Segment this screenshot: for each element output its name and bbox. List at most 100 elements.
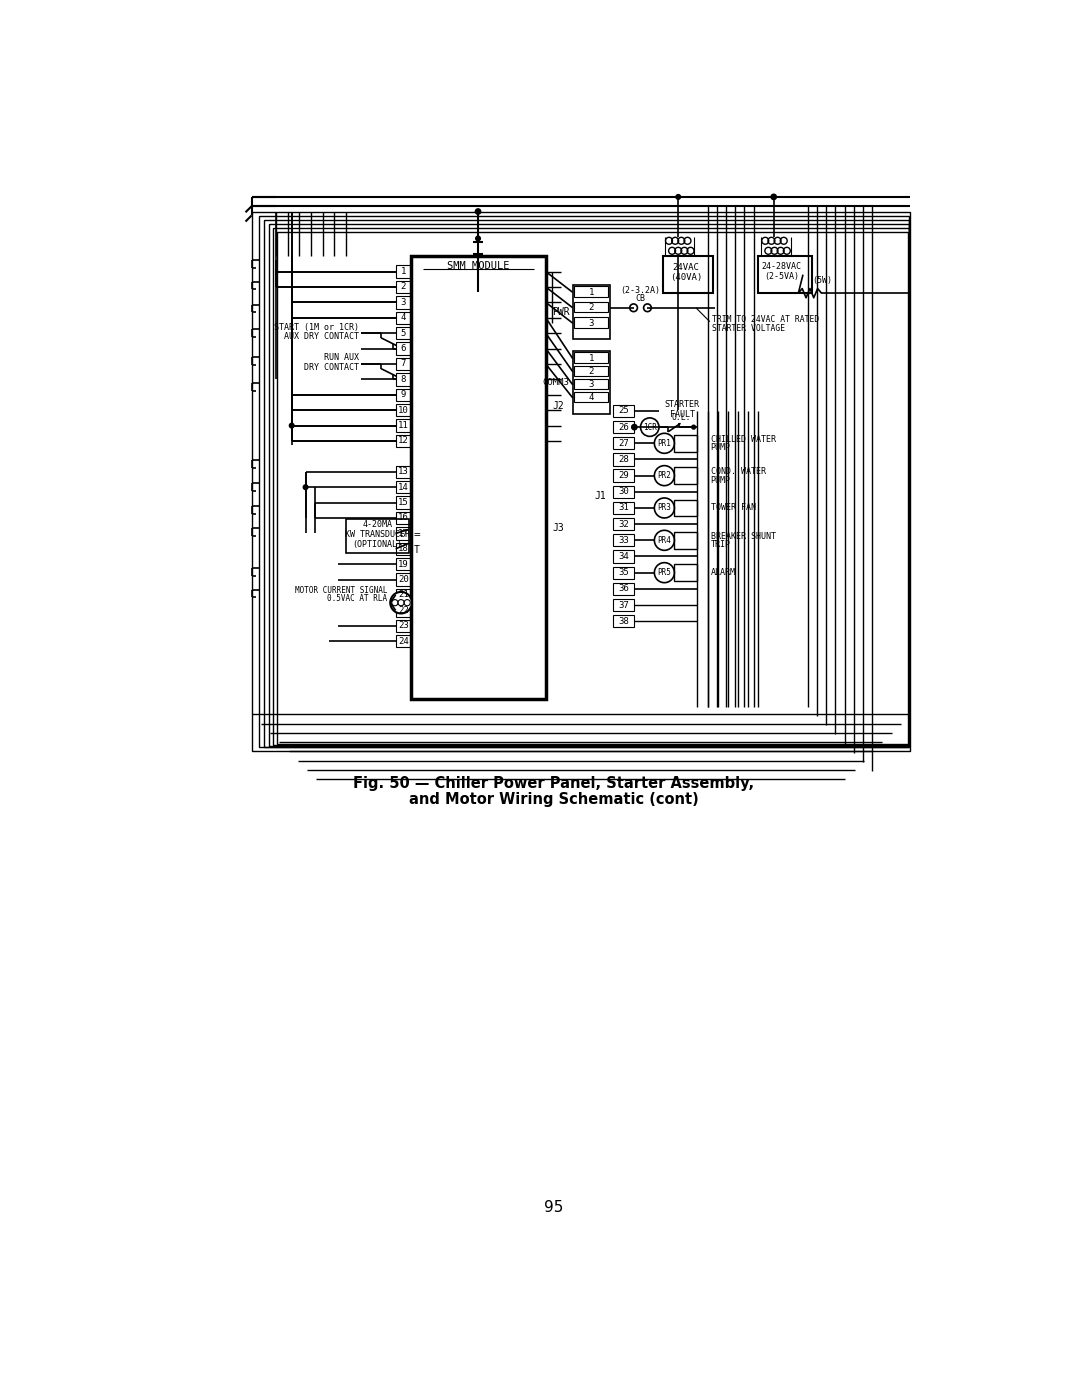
Text: COND. WATER: COND. WATER bbox=[711, 467, 766, 476]
Circle shape bbox=[654, 465, 674, 486]
Text: STARTER VOLTAGE: STARTER VOLTAGE bbox=[712, 324, 785, 332]
Bar bbox=[395, 265, 411, 278]
Text: and Motor Wiring Schematic (cont): and Motor Wiring Schematic (cont) bbox=[408, 792, 699, 806]
Bar bbox=[395, 296, 411, 309]
Text: 36: 36 bbox=[618, 584, 629, 594]
Bar bbox=[395, 588, 411, 601]
Bar bbox=[264, 219, 909, 746]
Bar bbox=[572, 285, 610, 338]
Bar bbox=[575, 286, 608, 298]
Circle shape bbox=[390, 592, 411, 613]
Text: J2: J2 bbox=[552, 401, 564, 411]
Bar bbox=[663, 256, 713, 293]
Text: CB: CB bbox=[635, 293, 646, 303]
Bar bbox=[572, 351, 610, 414]
Text: 31: 31 bbox=[618, 503, 629, 513]
Circle shape bbox=[654, 563, 674, 583]
Bar bbox=[612, 486, 634, 497]
Bar bbox=[674, 564, 698, 581]
Text: RUN AUX: RUN AUX bbox=[324, 353, 360, 362]
Bar bbox=[612, 420, 634, 433]
Text: J1: J1 bbox=[595, 492, 607, 502]
Text: 12: 12 bbox=[397, 436, 408, 446]
Text: O.L.: O.L. bbox=[672, 414, 691, 422]
Bar bbox=[395, 312, 411, 324]
Bar bbox=[395, 605, 411, 616]
Text: 20: 20 bbox=[397, 576, 408, 584]
Text: DRY CONTACT: DRY CONTACT bbox=[305, 363, 360, 372]
Text: PR3: PR3 bbox=[658, 503, 672, 513]
Text: 1: 1 bbox=[401, 267, 406, 277]
Text: J3: J3 bbox=[552, 522, 564, 534]
Bar bbox=[278, 232, 908, 745]
Text: 34: 34 bbox=[618, 552, 629, 562]
Bar bbox=[395, 481, 411, 493]
Circle shape bbox=[654, 497, 674, 518]
Text: SMM MODULE: SMM MODULE bbox=[447, 261, 510, 271]
Bar bbox=[395, 327, 411, 339]
Text: 1CR: 1CR bbox=[643, 423, 657, 432]
Text: 29: 29 bbox=[618, 471, 629, 481]
Text: 4: 4 bbox=[401, 313, 406, 323]
Text: 35: 35 bbox=[618, 569, 629, 577]
Circle shape bbox=[475, 208, 481, 214]
Text: 38: 38 bbox=[618, 616, 629, 626]
Bar bbox=[252, 211, 910, 750]
Text: 24: 24 bbox=[397, 637, 408, 645]
Bar bbox=[674, 467, 698, 485]
Text: 22: 22 bbox=[397, 606, 408, 615]
Text: Fig. 50 — Chiller Power Panel, Starter Assembly,: Fig. 50 — Chiller Power Panel, Starter A… bbox=[353, 777, 754, 791]
Bar bbox=[395, 527, 411, 539]
Text: 11: 11 bbox=[397, 420, 408, 430]
Bar bbox=[346, 518, 408, 553]
Bar bbox=[612, 405, 634, 418]
Text: AUX DRY CONTACT: AUX DRY CONTACT bbox=[284, 331, 360, 341]
Bar bbox=[395, 281, 411, 293]
Circle shape bbox=[303, 485, 308, 489]
Text: PR4: PR4 bbox=[658, 536, 672, 545]
Text: 9: 9 bbox=[401, 390, 406, 400]
Circle shape bbox=[289, 423, 294, 427]
Bar bbox=[395, 434, 411, 447]
Text: 3: 3 bbox=[401, 298, 406, 307]
Text: COMM3: COMM3 bbox=[543, 379, 569, 387]
Text: 7: 7 bbox=[401, 359, 406, 369]
Text: 23: 23 bbox=[397, 622, 408, 630]
Text: 37: 37 bbox=[618, 601, 629, 609]
Text: 30: 30 bbox=[618, 488, 629, 496]
Bar bbox=[575, 379, 608, 390]
Bar bbox=[758, 256, 812, 293]
Text: TRIP: TRIP bbox=[711, 541, 730, 549]
Text: 24VAC: 24VAC bbox=[673, 263, 700, 272]
Bar bbox=[575, 352, 608, 363]
Text: 21: 21 bbox=[397, 591, 408, 599]
Bar bbox=[395, 620, 411, 631]
Bar bbox=[269, 224, 909, 746]
Bar bbox=[612, 518, 634, 531]
Text: (5W): (5W) bbox=[812, 277, 833, 285]
Text: CHILLED WATER: CHILLED WATER bbox=[711, 434, 775, 444]
Text: 95: 95 bbox=[544, 1200, 563, 1214]
Text: 28: 28 bbox=[618, 455, 629, 464]
Text: PR1: PR1 bbox=[658, 439, 672, 448]
Text: 3: 3 bbox=[589, 319, 594, 328]
Bar bbox=[395, 373, 411, 386]
Bar bbox=[612, 615, 634, 627]
Bar bbox=[395, 419, 411, 432]
Circle shape bbox=[654, 433, 674, 453]
Bar bbox=[395, 511, 411, 524]
Text: 27: 27 bbox=[618, 439, 629, 448]
Text: TRIM TO 24VAC AT RATED: TRIM TO 24VAC AT RATED bbox=[712, 314, 820, 324]
Text: 5: 5 bbox=[401, 328, 406, 338]
Text: 2: 2 bbox=[401, 282, 406, 292]
Text: 18: 18 bbox=[397, 545, 408, 553]
Text: START (1M or 1CR): START (1M or 1CR) bbox=[274, 323, 360, 331]
Text: 2: 2 bbox=[589, 303, 594, 313]
Text: 4: 4 bbox=[589, 394, 594, 402]
Text: PUMP: PUMP bbox=[711, 443, 730, 453]
Bar bbox=[395, 388, 411, 401]
Bar bbox=[612, 567, 634, 578]
Circle shape bbox=[475, 236, 481, 240]
Text: PR2: PR2 bbox=[658, 471, 672, 481]
Bar bbox=[258, 217, 909, 747]
